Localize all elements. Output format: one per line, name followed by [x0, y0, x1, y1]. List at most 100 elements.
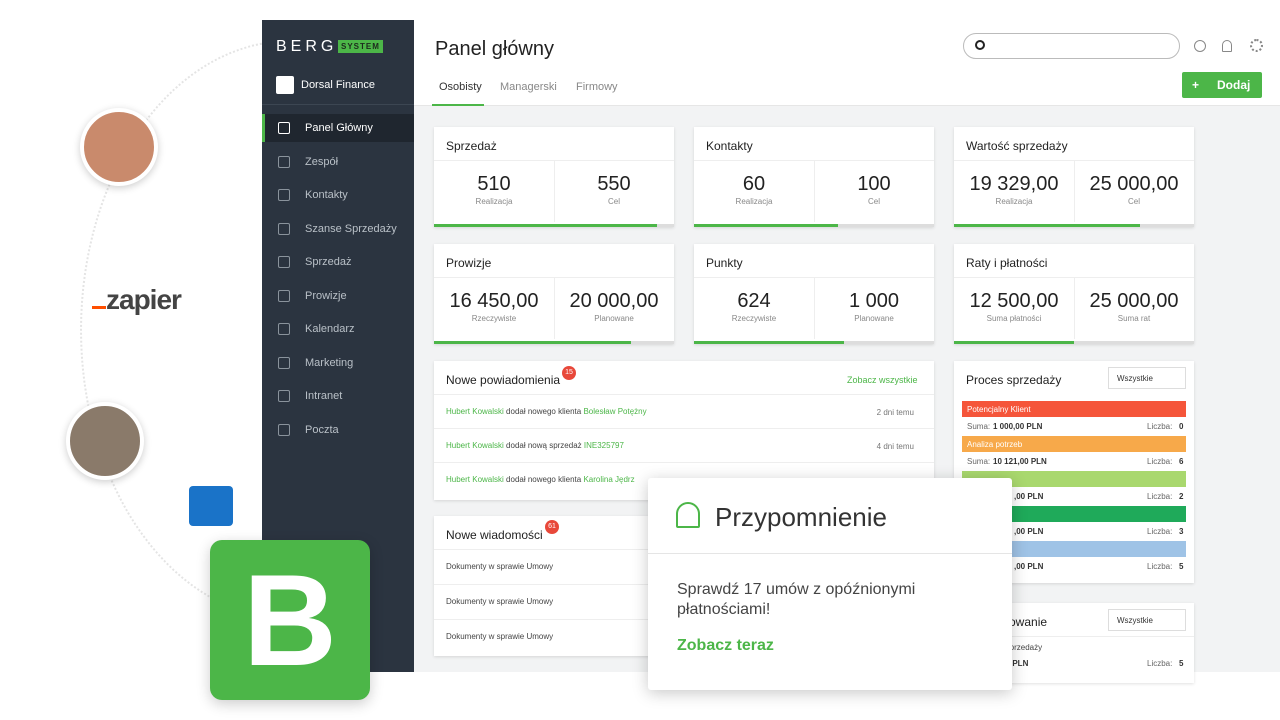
value-label: Cel: [607, 197, 620, 206]
topbar: Panel główny + Dodaj Osobisty Managerski Fi…: [414, 20, 1280, 106]
stage-bar: [962, 471, 1186, 487]
value-label: Suma płatności: [986, 314, 1042, 323]
divider: [648, 553, 1012, 554]
nav-item[interactable]: Intranet: [262, 382, 414, 410]
count-label: Liczba:: [1147, 659, 1173, 668]
progress-bar: [434, 224, 657, 227]
stat-card: Raty i płatności 12 500,00 25 000,00 Suma p…: [954, 244, 1194, 344]
stage-sum: 10 121,00 PLN: [993, 457, 1047, 466]
settings-icon[interactable]: [1250, 39, 1263, 52]
stage-bar: [962, 436, 1186, 452]
nav-item[interactable]: Kontakty: [262, 181, 414, 209]
notification-target[interactable]: INE325797: [583, 441, 624, 450]
message-subject[interactable]: Dokumenty w sprawie Umowy: [446, 632, 554, 641]
brand-tag: SYSTEM: [338, 40, 383, 53]
value-label: Cel: [867, 197, 880, 206]
nav-item[interactable]: Poczta: [262, 416, 414, 444]
nav-item[interactable]: Kalendarz: [262, 315, 414, 343]
chat-icon[interactable]: [1194, 40, 1206, 52]
notification-target[interactable]: Bolesław Potężny: [583, 407, 647, 416]
popup-title: Przypomnienie: [715, 502, 887, 532]
value-label: Planowane: [594, 314, 634, 323]
company[interactable]: Dorsal Finance: [301, 79, 375, 91]
filter-select[interactable]: Wszystkie: [1108, 609, 1186, 631]
value: 624: [737, 290, 771, 312]
add-button[interactable]: + Dodaj: [1182, 72, 1262, 98]
link[interactable]: Zobacz wszystkie: [847, 375, 918, 385]
bell-icon: [676, 502, 700, 528]
stage-sum: 1 000,00 PLN: [993, 422, 1043, 431]
nav-item[interactable]: Marketing: [262, 349, 414, 377]
nav-icon: [278, 155, 290, 168]
active-marker: [262, 114, 265, 142]
value: 550: [597, 173, 631, 195]
stage-name: Potencjalny Klient: [967, 405, 1031, 414]
planning-sum: ,00 PLN: [999, 659, 1029, 668]
b-tile: B: [210, 540, 370, 700]
notification-action: dodał nowego klienta: [506, 407, 582, 416]
nav-label: Sprzedaż: [305, 256, 352, 268]
nav-item[interactable]: Szanse Sprzedaży: [262, 215, 414, 243]
nav-item[interactable]: Panel Główny: [262, 114, 414, 142]
tab[interactable]: Managerski: [500, 81, 557, 93]
badge: 61: [545, 520, 559, 534]
divider: [814, 160, 815, 222]
nav-item[interactable]: Prowizje: [262, 282, 414, 310]
stage-name: Analiza potrzeb: [967, 440, 1023, 449]
stage-count: 3: [1179, 527, 1184, 536]
nav-icon: [278, 256, 290, 268]
value-label: Rzeczywiste: [471, 314, 517, 323]
time: 2 dni temu: [876, 408, 914, 417]
value: 510: [477, 173, 511, 195]
notification-row: Hubert Kowalski dodał nowego klienta Kar…: [446, 475, 635, 484]
nav-label: Prowizje: [305, 289, 347, 302]
card-title: Wartość sprzedaży: [966, 139, 1068, 153]
nav-item[interactable]: Zespół: [262, 148, 414, 176]
nav-icon: [278, 189, 290, 201]
popup-link[interactable]: Zobacz teraz: [677, 637, 774, 654]
badge: 15: [562, 366, 576, 380]
stat-card: Kontakty 60 100 Realizacja Cel: [694, 127, 934, 227]
divider: [554, 160, 555, 222]
nav-item[interactable]: Sprzedaż: [262, 248, 414, 276]
panel-title: Proces sprzedaży: [966, 373, 1062, 387]
notification-user[interactable]: Hubert Kowalski: [446, 475, 504, 484]
value: 16 450,00: [449, 290, 539, 312]
search[interactable]: [963, 33, 1180, 59]
value: 19 329,00: [969, 173, 1059, 195]
reminder-popup: Przypomnienie Sprawdź 17 umów z opóźnion…: [648, 478, 1012, 690]
message-subject[interactable]: Dokumenty w sprawie Umowy: [446, 597, 554, 606]
message-subject[interactable]: Dokumenty w sprawie Umowy: [446, 562, 554, 571]
value-label: Realizacja: [475, 197, 513, 206]
card-title: Prowizje: [446, 256, 492, 270]
panel-title: Nowe powiadomienia: [446, 373, 561, 387]
progress-bar: [954, 224, 1140, 227]
tab[interactable]: Firmowy: [576, 81, 618, 93]
sum-label: Suma:: [967, 422, 991, 431]
card-title: Raty i płatności: [966, 256, 1048, 270]
tab[interactable]: Osobisty: [439, 81, 482, 93]
notification-user[interactable]: Hubert Kowalski: [446, 441, 504, 450]
value-label: Realizacja: [735, 197, 773, 206]
value: 60: [742, 173, 766, 195]
planning-count: 5: [1179, 659, 1184, 668]
stage-sum: ,00 PLN: [1014, 527, 1044, 536]
divider: [814, 277, 815, 339]
nav-icon: [278, 356, 290, 369]
value-label: Planowane: [854, 314, 894, 323]
stage-sum: ,00 PLN: [1014, 492, 1044, 501]
panel: Nowe powiadomienia 15 Zobacz wszystkie Hube…: [434, 361, 934, 500]
stat-card: Sprzedaż 510 550 Realizacja Cel: [434, 127, 674, 227]
notification-target[interactable]: Karolina Jędrz: [583, 475, 635, 484]
notification-user[interactable]: Hubert Kowalski: [446, 407, 504, 416]
value-label: Suma rat: [1117, 314, 1151, 323]
bell-icon[interactable]: [1222, 40, 1232, 52]
add-label: Dodaj: [1217, 78, 1251, 92]
value: 20 000,00: [569, 290, 659, 312]
decor: zapier B: [0, 0, 500, 720]
tab-underline: [432, 104, 484, 106]
filter-select[interactable]: Wszystkie: [1108, 367, 1186, 389]
notification-row: Hubert Kowalski dodał nowego klienta Bol…: [446, 407, 647, 416]
count-label: Liczba:: [1147, 562, 1173, 571]
nav-label: Szanse Sprzedaży: [305, 222, 397, 235]
